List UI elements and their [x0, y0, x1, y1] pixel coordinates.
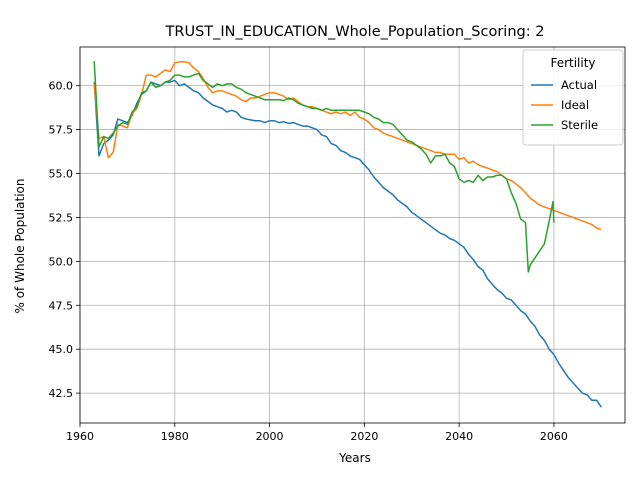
chart-title: TRUST_IN_EDUCATION_Whole_Population_Scor…: [165, 24, 545, 40]
y-tick-label: 50.0: [49, 255, 74, 268]
y-axis-label: % of Whole Population: [13, 179, 27, 314]
y-tick-label: 47.5: [49, 299, 74, 312]
y-tick-label: 42.5: [49, 387, 74, 400]
plot-frame: [79, 46, 626, 424]
legend-title: Fertility: [550, 56, 595, 70]
legend-label-sterile: Sterile: [561, 118, 598, 132]
x-tick-label: 2060: [540, 430, 568, 443]
x-tick-label: 1960: [66, 430, 94, 443]
x-tick-label: 1980: [161, 430, 189, 443]
y-tick-label: 60.0: [49, 80, 74, 93]
series-line-ideal: [93, 61, 602, 231]
x-tick-label: 2020: [350, 430, 378, 443]
y-axis: 42.5 45.0 47.5 50.0 52.5 55.0 57.5 60.0: [49, 80, 80, 400]
series-group: [93, 61, 602, 408]
legend: Fertility Actual Ideal Sterile: [522, 49, 624, 146]
legend-label-actual: Actual: [561, 78, 597, 92]
x-axis: 1960 1980 2000 2020 2040 2060: [66, 423, 568, 443]
x-tick-label: 2040: [445, 430, 473, 443]
legend-label-ideal: Ideal: [561, 98, 589, 112]
y-tick-label: 52.5: [49, 211, 74, 224]
x-axis-label: Years: [338, 451, 371, 465]
legend-entries: Actual Ideal Sterile: [531, 78, 598, 132]
series-line-actual: [93, 79, 602, 408]
legend-box: [522, 49, 624, 146]
series-line-sterile: [93, 61, 555, 273]
x-tick-label: 2000: [256, 430, 284, 443]
y-tick-label: 45.0: [49, 343, 74, 356]
y-tick-label: 55.0: [49, 168, 74, 181]
y-tick-label: 57.5: [49, 124, 74, 137]
